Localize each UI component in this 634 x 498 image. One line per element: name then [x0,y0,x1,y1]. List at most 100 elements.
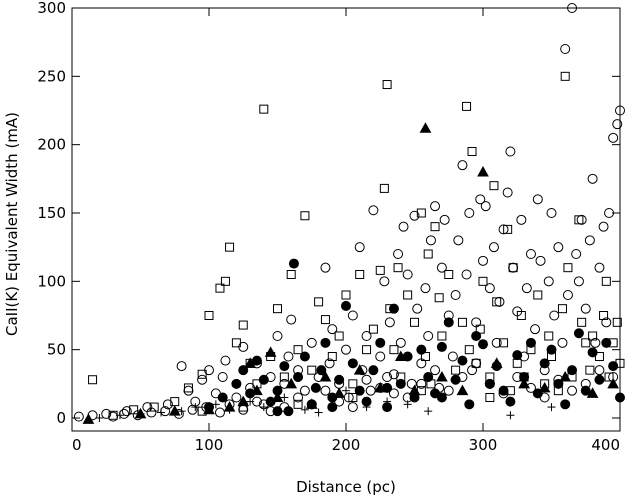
point-open-circle [576,214,587,225]
point-open-circle [393,249,404,259]
point-open-square [393,263,403,273]
point-open-circle [491,337,502,348]
point-filled-circle [283,406,294,417]
point-open-circle [416,378,427,389]
point-plus [314,408,323,417]
point-open-circle [354,242,365,253]
point-open-square [368,324,378,334]
point-open-circle [549,310,560,321]
point-open-square [403,290,413,300]
point-open-square [279,372,289,382]
point-open-circle [398,221,409,232]
point-filled-circle [450,374,461,385]
plot-frame [71,7,621,432]
point-plus [280,393,289,402]
point-open-square [467,147,477,156]
point-open-circle [567,3,578,13]
point-filled-triangle [319,370,332,382]
point-filled-circle [334,374,345,385]
x-tick-label: 0 [72,436,82,454]
point-open-circle [584,235,595,246]
point-open-square [544,331,554,341]
point-open-square [215,283,225,293]
point-open-circle [461,269,472,280]
point-open-square [574,215,584,225]
point-open-circle [402,269,413,280]
point-plus [506,411,515,420]
point-open-circle [382,372,393,382]
point-open-circle [535,255,546,266]
point-open-square [382,80,392,90]
point-open-circle [272,331,283,341]
point-open-circle [176,361,187,372]
point-filled-triangle [264,346,277,357]
point-open-square [457,317,467,327]
point-filled-circle [580,385,591,396]
point-open-square [410,317,419,327]
x-tick-label: 200 [332,436,361,454]
point-open-circle [430,201,441,212]
point-filled-circle [347,358,358,369]
point-open-circle [162,399,173,410]
y-tick-label: 100 [37,272,66,290]
point-filled-triangle [333,387,345,398]
point-open-circle [478,255,488,266]
point-open-square [489,181,499,191]
point-open-circle [409,210,420,221]
point-open-square [129,405,139,415]
point-open-square [557,304,567,314]
point-open-square [389,345,399,355]
point-filled-circle [601,337,612,348]
point-open-circle [420,283,431,294]
point-plus [403,400,412,409]
point-open-circle [530,324,541,335]
point-open-circle [615,105,625,116]
point-plus [362,403,371,412]
point-open-circle [567,385,578,396]
point-filled-triangle [271,391,284,402]
point-open-square [560,71,570,81]
point-open-circle [320,385,331,396]
point-open-square [471,358,481,368]
point-open-square [286,270,296,279]
point-open-square [273,304,282,314]
point-open-circle [457,160,468,171]
point-open-circle [220,355,231,366]
point-open-circle [494,296,505,307]
point-open-circle [324,358,335,369]
x-tick-label: 400 [591,436,620,454]
point-filled-circle [258,374,269,385]
point-plus [177,407,186,416]
point-filled-circle [498,385,509,396]
point-open-circle [119,408,130,419]
point-filled-circle [368,365,379,376]
point-filled-triangle [374,381,387,393]
point-open-circle [379,276,390,287]
x-tick-label: 100 [195,436,224,454]
point-open-circle [347,402,358,413]
point-plus [136,409,145,418]
point-plus [259,403,268,412]
point-filled-triangle [305,398,318,409]
point-open-circle [450,290,461,300]
point-filled-triangle [419,122,432,133]
point-filled-circle [560,399,571,410]
point-open-square [220,276,230,286]
point-filled-circle [443,317,454,328]
point-open-circle [447,351,458,362]
point-open-circle [425,235,436,246]
point-open-circle [365,385,376,396]
point-filled-triangle [394,350,407,361]
point-open-square [362,345,372,355]
point-open-circle [471,358,482,369]
point-open-circle [508,262,519,273]
point-open-circle [594,365,605,376]
point-open-circle [505,146,516,157]
point-filled-circle [539,358,550,369]
point-open-circle [121,406,132,417]
point-filled-circle [231,378,242,389]
point-open-circle [347,310,358,321]
point-open-circle [604,208,615,218]
point-plus [225,405,234,414]
point-open-circle [488,242,499,253]
